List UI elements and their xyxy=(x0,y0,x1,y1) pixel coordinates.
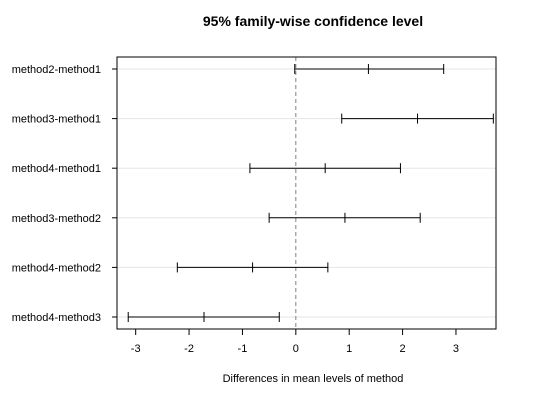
y-tick-label: method3-method1 xyxy=(12,114,101,126)
x-tick-label: 0 xyxy=(293,343,299,355)
interval-method3-method2 xyxy=(268,212,421,223)
y-tick-label: method4-method2 xyxy=(12,262,101,274)
confidence-intervals xyxy=(127,64,494,322)
chart-title: 95% family-wise confidence level xyxy=(203,13,423,29)
grid-lines xyxy=(117,68,496,318)
y-axis-labels: method2-method1 method3-method1 method4-me… xyxy=(12,64,117,324)
interval-method2-method1 xyxy=(294,64,445,74)
x-tick-label: -3 xyxy=(131,343,141,355)
interval-method4-method2 xyxy=(176,262,329,273)
y-tick-label: method4-method1 xyxy=(12,163,101,175)
x-tick-label: 3 xyxy=(453,343,459,355)
y-tick-label: method2-method1 xyxy=(12,64,101,76)
interval-method4-method1 xyxy=(249,163,401,174)
interval-method4-method3 xyxy=(127,312,280,322)
y-tick-label: method3-method2 xyxy=(12,213,101,225)
x-axis: -3 -2 -1 0 1 2 3 xyxy=(131,329,459,355)
plot-frame xyxy=(116,56,497,330)
y-tick-label: method4-method3 xyxy=(12,312,101,324)
x-tick-label: 2 xyxy=(400,343,406,355)
x-tick-label: -1 xyxy=(238,343,248,355)
interval-method3-method1 xyxy=(341,113,494,124)
x-tick-label: 1 xyxy=(346,343,352,355)
x-axis-label: Differences in mean levels of method xyxy=(223,373,404,385)
x-tick-label: -2 xyxy=(184,343,194,355)
